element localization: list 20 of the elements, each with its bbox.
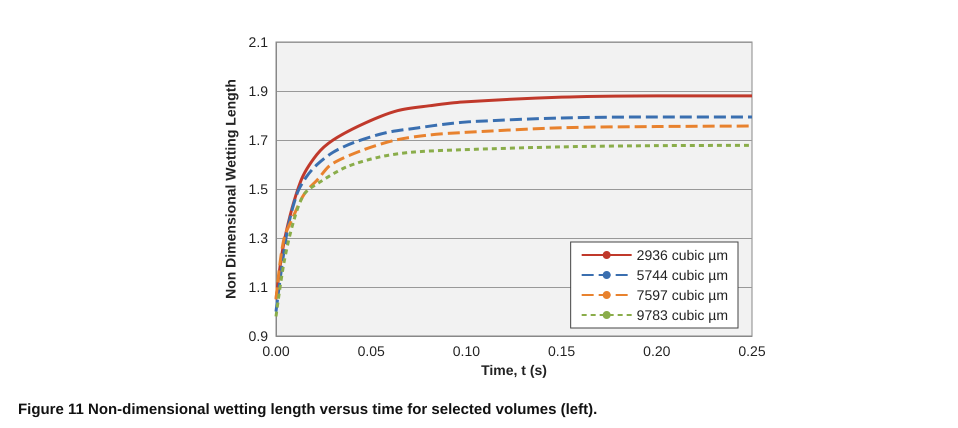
y-tick-label: 2.1 — [248, 34, 268, 50]
x-axis-title: Time, t (s) — [481, 362, 547, 378]
legend-label: 9783 cubic µm — [636, 307, 728, 323]
y-tick-label: 1.3 — [248, 230, 268, 246]
y-tick-label: 1.9 — [248, 83, 268, 99]
legend-label: 7597 cubic µm — [636, 287, 728, 303]
x-tick-label: 0.15 — [548, 343, 576, 359]
x-tick-label: 0.00 — [262, 343, 290, 359]
x-tick-label: 0.25 — [738, 343, 766, 359]
legend-label: 5744 cubic µm — [636, 267, 728, 283]
y-tick-label: 0.9 — [248, 328, 268, 344]
x-tick-label: 0.20 — [643, 343, 671, 359]
y-tick-label: 1.1 — [248, 279, 268, 295]
caption: Figure 11 Non-dimensional wetting length versus time for selected volumes (left). — [18, 401, 598, 418]
y-tick-label: 1.7 — [248, 132, 268, 148]
legend-label: 2936 cubic µm — [636, 247, 728, 263]
x-tick-label: 0.10 — [452, 343, 480, 359]
y-tick-label: 1.5 — [248, 181, 268, 197]
y-axis-title: Non Dimensional Wetting Length — [222, 79, 239, 299]
x-tick-label: 0.05 — [358, 343, 386, 359]
